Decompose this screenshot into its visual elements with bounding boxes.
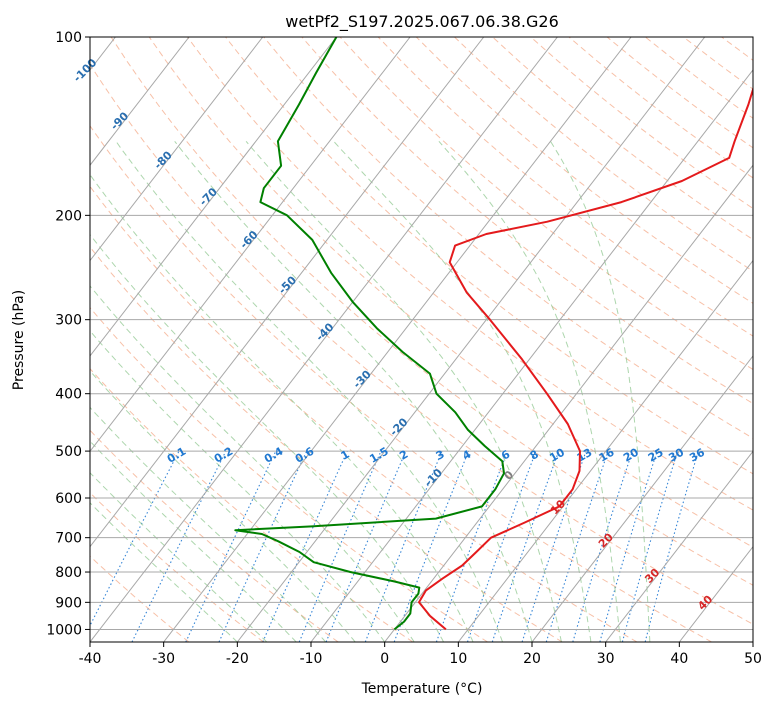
x-tick-label: 30 (597, 651, 615, 667)
dry-adiabat (90, 63, 753, 625)
y-tick-label: 100 (55, 30, 82, 46)
dry-adiabat (186, 37, 753, 511)
plot-frame (89, 36, 754, 643)
mixing-ratio-line (521, 450, 587, 642)
x-tick-label: -30 (152, 651, 175, 667)
isotherm-line (457, 259, 753, 642)
isotherm-line (605, 450, 753, 642)
isotherm-line (90, 37, 337, 357)
x-tick-label: -40 (79, 651, 102, 667)
dry-adiabat (339, 37, 753, 371)
isotherm-line (531, 355, 753, 642)
y-tick-label: 400 (55, 387, 82, 403)
mixing-ratio-line (599, 450, 658, 642)
series (234, 37, 753, 631)
y-axis: 1000 900 800 700 600 500 400 300 200 100 (46, 30, 90, 638)
mixing-ratio-line (491, 450, 560, 642)
mixing-ratio-line (90, 450, 180, 627)
isotherm-line (384, 164, 753, 642)
plot-background (90, 37, 753, 642)
y-tick-label: 300 (55, 313, 82, 329)
dry-adiabat (90, 246, 563, 642)
isotherm-line (236, 37, 706, 642)
background-lines (90, 37, 775, 642)
isotherm-line (90, 37, 264, 262)
dry-adiabat (90, 185, 638, 642)
temperature-line (418, 85, 753, 631)
dry-adiabat (110, 37, 753, 586)
y-tick-label: 600 (55, 491, 82, 507)
isotherm-line (163, 37, 632, 642)
x-tick-label: 50 (744, 651, 762, 667)
mixing-ratio-line (466, 450, 537, 642)
mixing-ratio-line (262, 450, 348, 642)
dry-adiabat (760, 37, 775, 642)
mixing-ratio-line (545, 450, 609, 642)
dry-adiabat (90, 555, 190, 642)
y-tick-label: 700 (55, 531, 82, 547)
mixing-ratio-line (621, 450, 679, 642)
isotherm-line (90, 37, 485, 548)
mixing-ratio-line (298, 450, 382, 642)
isotherm-line (90, 37, 190, 167)
isotherm-line (752, 641, 753, 642)
chart-title: wetPf2_S197.2025.067.06.38.G26 (285, 12, 559, 32)
dewpoint-line (234, 37, 505, 631)
x-tick-label: 0 (380, 651, 389, 667)
mixing-ratio-line (572, 450, 633, 642)
isotherm-line (90, 37, 411, 453)
dry-adiabat (377, 37, 753, 337)
y-axis-label: Pressure (hPa) (11, 290, 27, 390)
dry-adiabat (90, 429, 339, 642)
x-tick-label: 20 (523, 651, 541, 667)
x-tick-label: 10 (449, 651, 467, 667)
isotherm-line (310, 69, 753, 642)
dry-adiabat (90, 306, 488, 642)
x-tick-label: 40 (670, 651, 688, 667)
x-axis: -40 -30 -20 -10 0 10 20 30 40 50 (79, 642, 762, 667)
x-tick-label: -20 (226, 651, 249, 667)
y-tick-label: 1000 (46, 622, 82, 638)
y-tick-label: 900 (55, 595, 82, 611)
x-axis-label: Temperature (°C) (361, 681, 483, 697)
dry-adiabat (415, 37, 753, 304)
y-tick-label: 200 (55, 208, 82, 224)
mixing-ratio-line (364, 450, 443, 642)
y-tick-label: 500 (55, 444, 82, 460)
x-tick-label: -10 (300, 651, 323, 667)
y-tick-label: 800 (55, 565, 82, 581)
isotherm-line (90, 37, 558, 642)
